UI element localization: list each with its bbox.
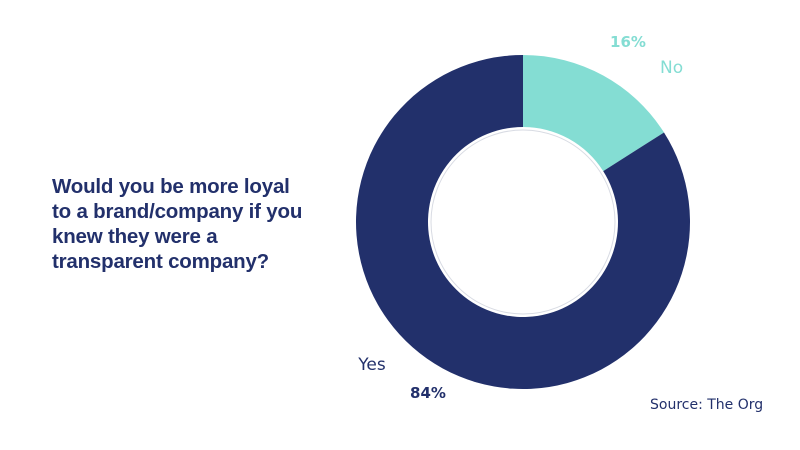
slice-label-no: No — [660, 58, 683, 78]
slice-value-yes: 84% — [410, 384, 446, 402]
slice-label-yes: Yes — [357, 355, 386, 375]
donut-slice-yes — [356, 55, 690, 389]
inner-ring-outline — [430, 129, 616, 315]
donut-slices — [356, 55, 690, 389]
slice-labels: No 16% Yes 84% — [357, 33, 683, 402]
donut-slice-no — [523, 55, 665, 172]
chart-title: Would you be more loyal to a brand/compa… — [52, 175, 303, 273]
slice-value-no: 16% — [610, 33, 646, 51]
source-note: Source: The Org — [650, 397, 764, 413]
